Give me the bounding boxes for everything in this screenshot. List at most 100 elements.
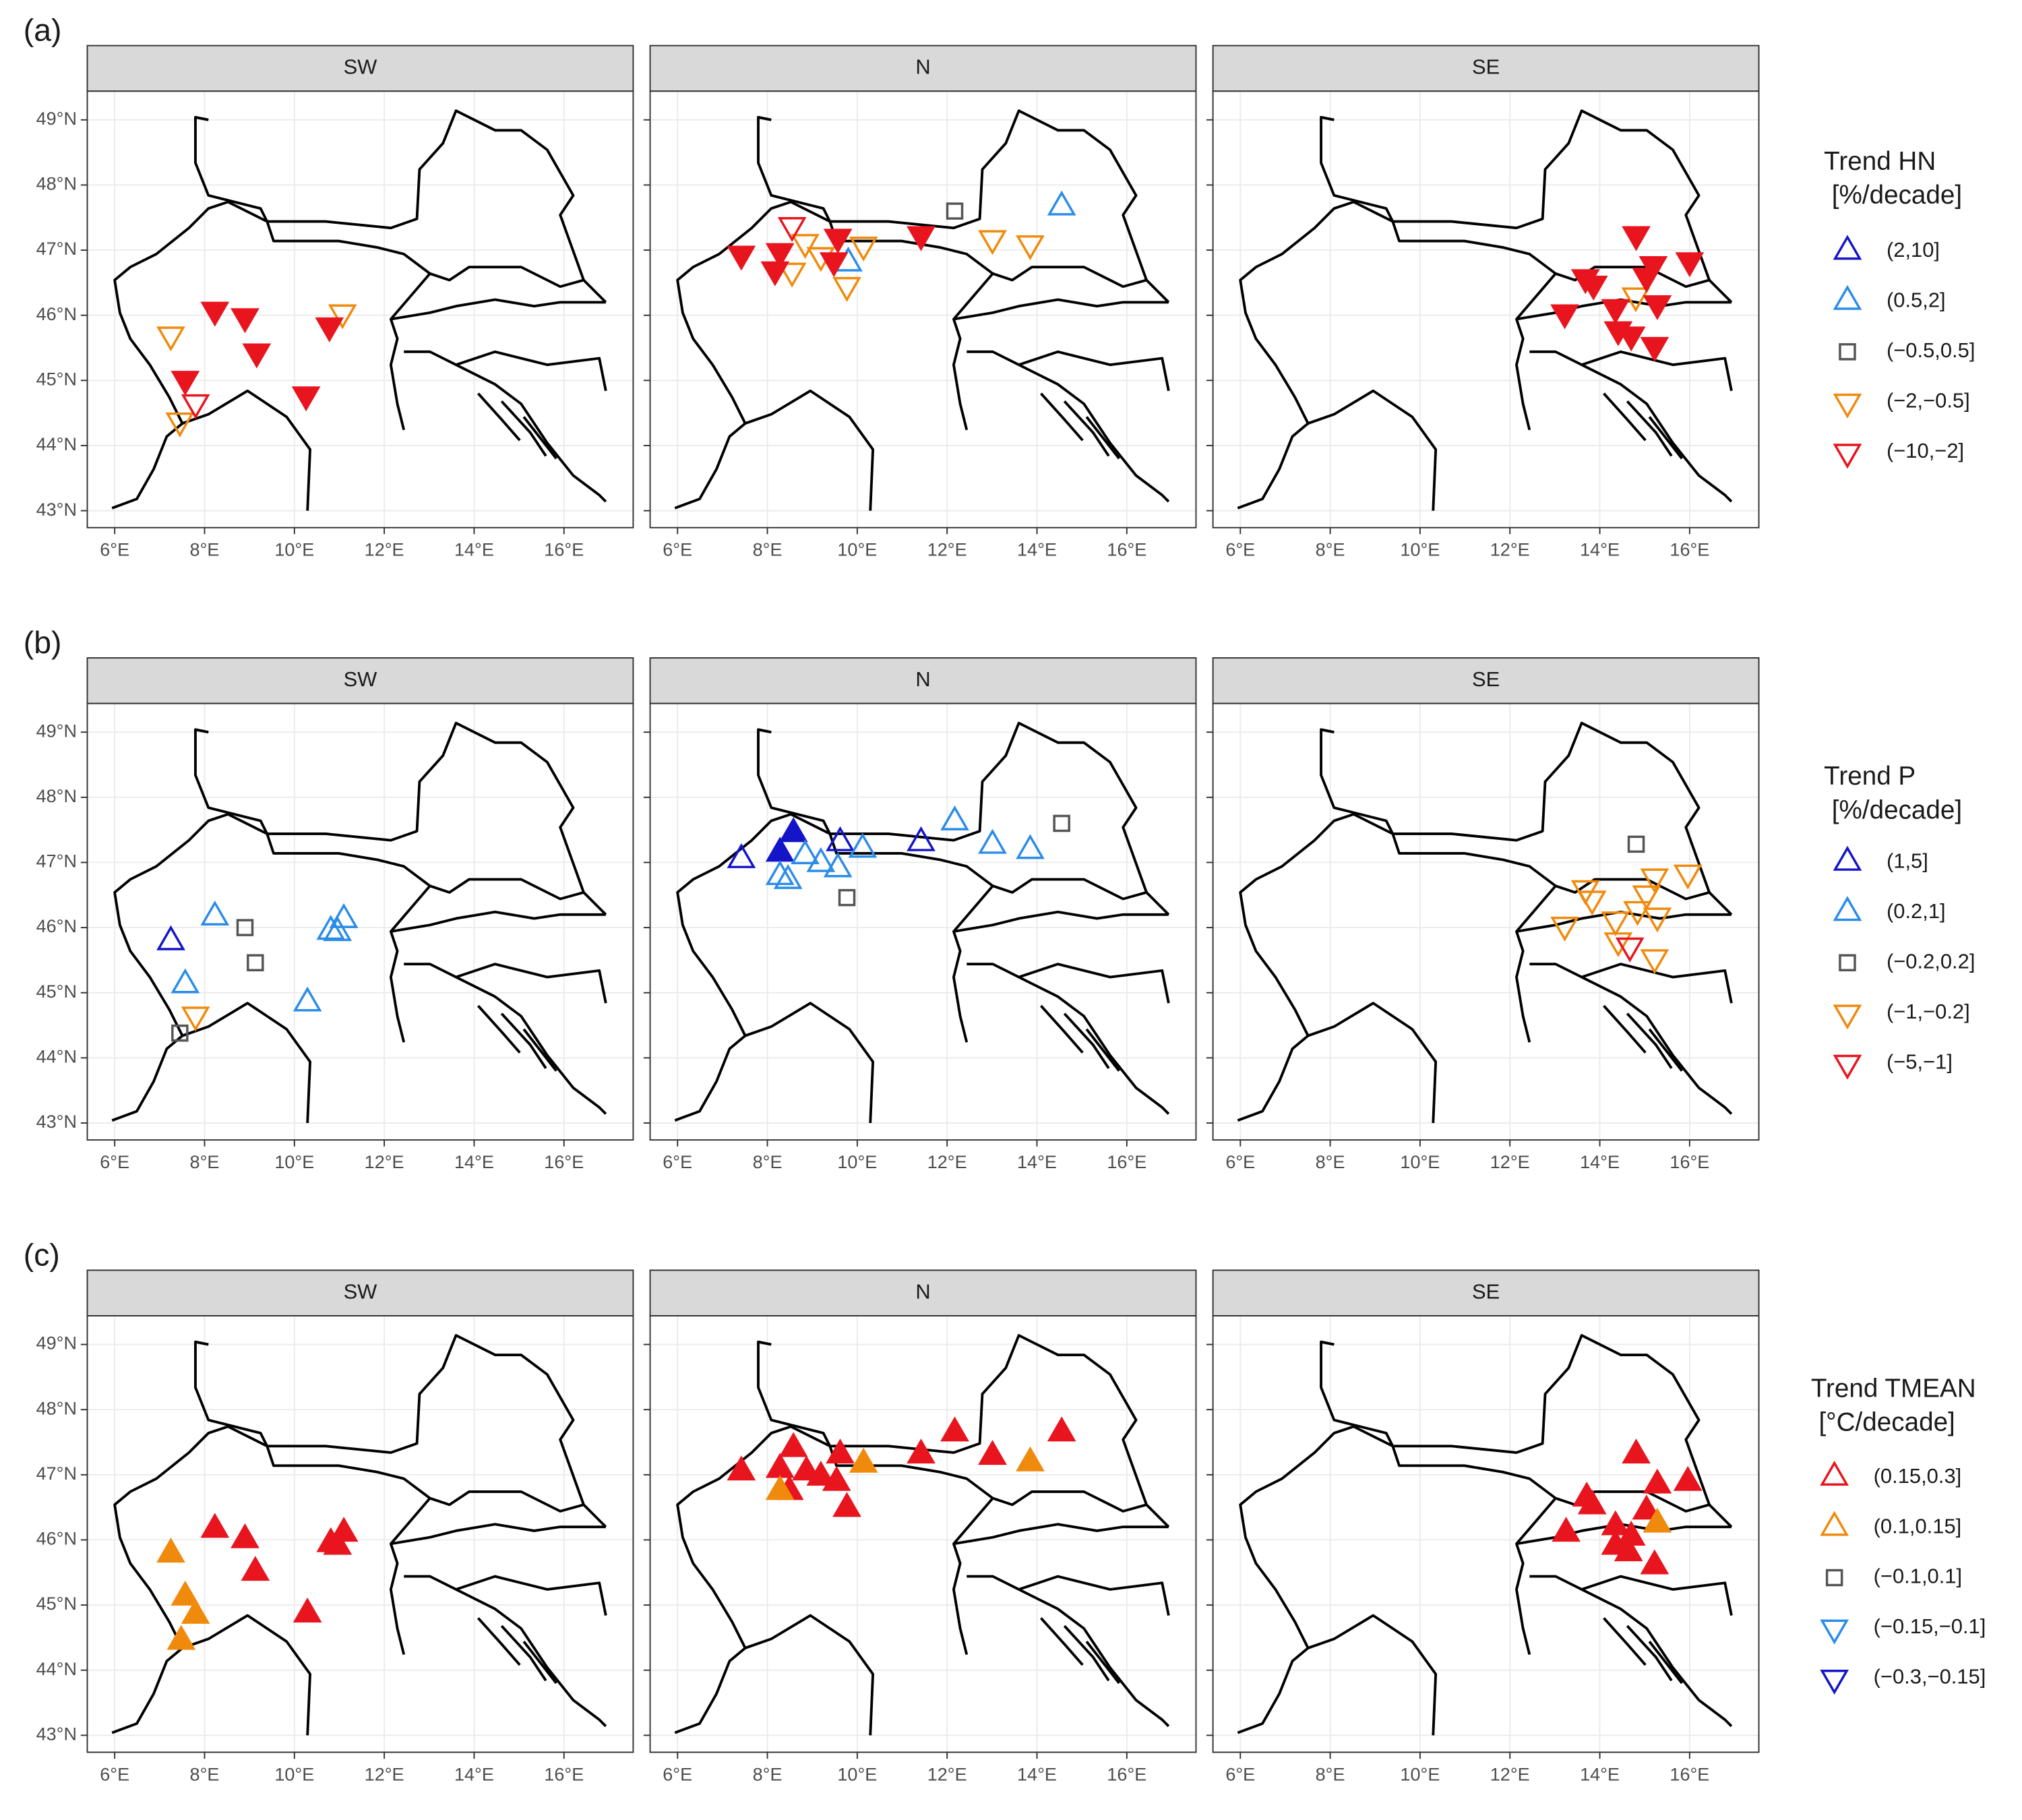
- panel-frame: [1212, 90, 1760, 528]
- y-tick-label: 46°N: [36, 304, 77, 324]
- legend-label: (1,5]: [1887, 849, 1928, 873]
- station-marker: [293, 1597, 322, 1622]
- station-marker: [1047, 1416, 1076, 1442]
- station-marker: [231, 1523, 259, 1548]
- y-tick-label: 47°N: [36, 851, 77, 872]
- station-marker: [791, 839, 820, 865]
- x-tick-label: 8°E: [753, 540, 783, 560]
- panel-frame: [649, 702, 1197, 1141]
- legend-label: (0.5,2]: [1887, 289, 1946, 312]
- panel-background: [650, 1316, 1196, 1753]
- x-tick-label: 12°E: [1490, 1152, 1530, 1172]
- panel-background: [87, 703, 634, 1141]
- station-marker: [1601, 299, 1630, 324]
- legend-label: (2,10]: [1887, 238, 1940, 262]
- station-marker: [242, 343, 272, 369]
- station-marker: [1638, 256, 1668, 282]
- station-marker: [1640, 868, 1669, 894]
- panel-background: [1213, 703, 1759, 1141]
- panel-frame: [86, 702, 634, 1141]
- station-marker: [1577, 890, 1607, 916]
- station-marker: [760, 261, 790, 286]
- station-marker: [1550, 916, 1579, 942]
- station-marker: [823, 229, 853, 254]
- x-tick-label: 14°E: [1017, 540, 1057, 560]
- y-tick-label: 48°N: [36, 786, 77, 806]
- facet-strip: [86, 44, 634, 92]
- station-marker: [181, 394, 210, 419]
- station-marker: [1047, 190, 1076, 216]
- x-tick-label: 14°E: [1580, 540, 1620, 560]
- station-marker: [171, 968, 200, 994]
- station-marker: [777, 262, 807, 288]
- station-marker: [1616, 326, 1646, 352]
- x-tick-label: 6°E: [100, 1152, 129, 1172]
- legend-title: [°C/decade]: [1818, 1408, 1955, 1437]
- station-marker: [791, 234, 820, 260]
- station-marker: [849, 237, 878, 262]
- legend-label: (−0.2,0.2]: [1887, 949, 1975, 973]
- station-marker: [171, 371, 200, 396]
- legend-symbol: [1820, 1461, 1849, 1486]
- station-marker: [1627, 835, 1645, 853]
- station-marker: [727, 843, 756, 868]
- legend-symbol: [1833, 284, 1862, 310]
- x-tick-label: 12°E: [365, 1152, 404, 1172]
- station-marker: [765, 1475, 795, 1500]
- station-marker: [778, 1432, 808, 1457]
- x-tick-label: 10°E: [837, 1764, 877, 1784]
- legend-label: (−0.5,0.5]: [1887, 338, 1975, 362]
- x-tick-label: 12°E: [365, 1764, 404, 1784]
- legend-symbol: [1833, 845, 1862, 871]
- facet-name: N: [915, 55, 930, 79]
- station-marker: [1643, 295, 1672, 321]
- panel-label: (a): [24, 13, 62, 48]
- legend-symbol: [1833, 1054, 1862, 1080]
- legend-label: (0.1,0.15]: [1874, 1514, 1962, 1538]
- x-tick-label: 14°E: [1017, 1152, 1057, 1172]
- y-tick-label: 43°N: [36, 499, 77, 520]
- panel-frame: [1212, 702, 1760, 1141]
- x-tick-label: 8°E: [190, 1152, 220, 1172]
- station-marker: [1550, 304, 1579, 330]
- y-tick-label: 47°N: [36, 239, 77, 259]
- x-tick-label: 14°E: [454, 1152, 494, 1172]
- station-marker: [940, 1416, 969, 1442]
- station-marker: [1643, 907, 1672, 933]
- x-tick-label: 8°E: [1316, 540, 1345, 560]
- y-tick-label: 46°N: [36, 916, 77, 936]
- station-marker: [819, 252, 849, 278]
- x-tick-label: 8°E: [753, 1152, 783, 1172]
- legend-label: (−1,−0.2]: [1887, 1000, 1970, 1023]
- station-marker: [181, 1598, 210, 1624]
- legend-title: Trend P: [1824, 762, 1916, 791]
- station-marker: [315, 317, 344, 342]
- station-marker: [940, 805, 969, 830]
- y-tick-label: 49°N: [36, 109, 77, 129]
- station-marker: [156, 326, 185, 352]
- station-marker: [1643, 1507, 1672, 1533]
- station-marker: [1632, 1494, 1661, 1520]
- facet-name: N: [915, 1279, 930, 1303]
- station-marker: [792, 1455, 821, 1481]
- station-marker: [778, 817, 808, 843]
- x-tick-label: 16°E: [1669, 540, 1709, 560]
- x-tick-label: 12°E: [927, 540, 967, 560]
- legend-symbol: [1833, 1004, 1862, 1030]
- panel-frame: [649, 90, 1197, 528]
- panel-background: [87, 1316, 634, 1753]
- facet-strip: [649, 657, 1197, 704]
- station-marker: [171, 1024, 189, 1042]
- station-marker: [1577, 1489, 1607, 1515]
- legend-symbol: [1820, 1619, 1849, 1645]
- x-tick-label: 6°E: [663, 540, 692, 560]
- legend-label: (−5,−1]: [1887, 1050, 1953, 1073]
- station-marker: [806, 847, 836, 872]
- legend-symbol: [1833, 896, 1862, 921]
- y-tick-label: 49°N: [36, 1333, 77, 1354]
- facet-strip: [86, 657, 634, 704]
- x-tick-label: 12°E: [927, 1152, 967, 1172]
- station-marker: [323, 1529, 353, 1555]
- station-marker: [165, 412, 195, 437]
- station-marker: [806, 1461, 836, 1486]
